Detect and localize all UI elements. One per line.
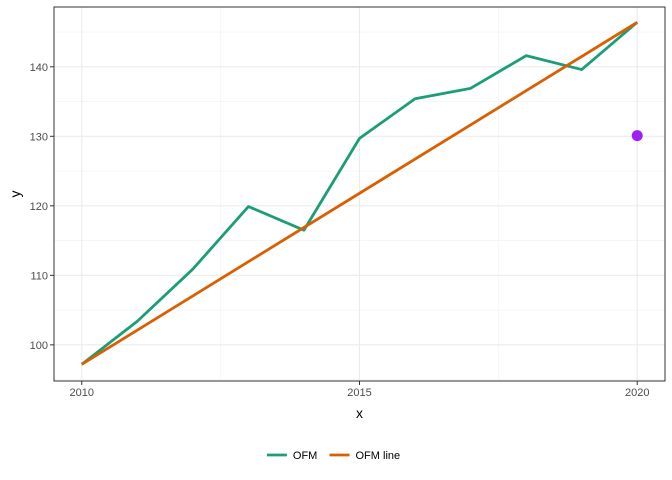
x-tick-label: 2015 [347,387,371,399]
series-line-ofm-line [81,21,638,366]
x-axis-title: x [356,405,363,421]
y-tick-label: 110 [30,270,48,282]
y-tick-label: 130 [30,131,48,143]
y-axis: 100 110 120 130 140 [30,62,54,352]
series-layer [80,21,639,366]
y-tick-label: 120 [30,201,48,213]
points-layer [631,130,643,142]
legend: OFM OFM line [266,450,401,462]
y-tick-label: 100 [30,340,48,352]
y-tick-label: 140 [30,62,48,74]
x-tick-label: 2020 [625,387,649,399]
legend-ofm-label: OFM [293,450,317,462]
x-axis: 2010 2015 2020 [70,381,649,399]
y-axis-title: y [7,191,23,198]
x-tick-label: 2010 [70,387,94,399]
grid-major [54,7,665,381]
data-point [631,130,643,142]
legend-ofm-line-label: OFM line [356,450,401,462]
series-line-ofm [80,21,639,366]
